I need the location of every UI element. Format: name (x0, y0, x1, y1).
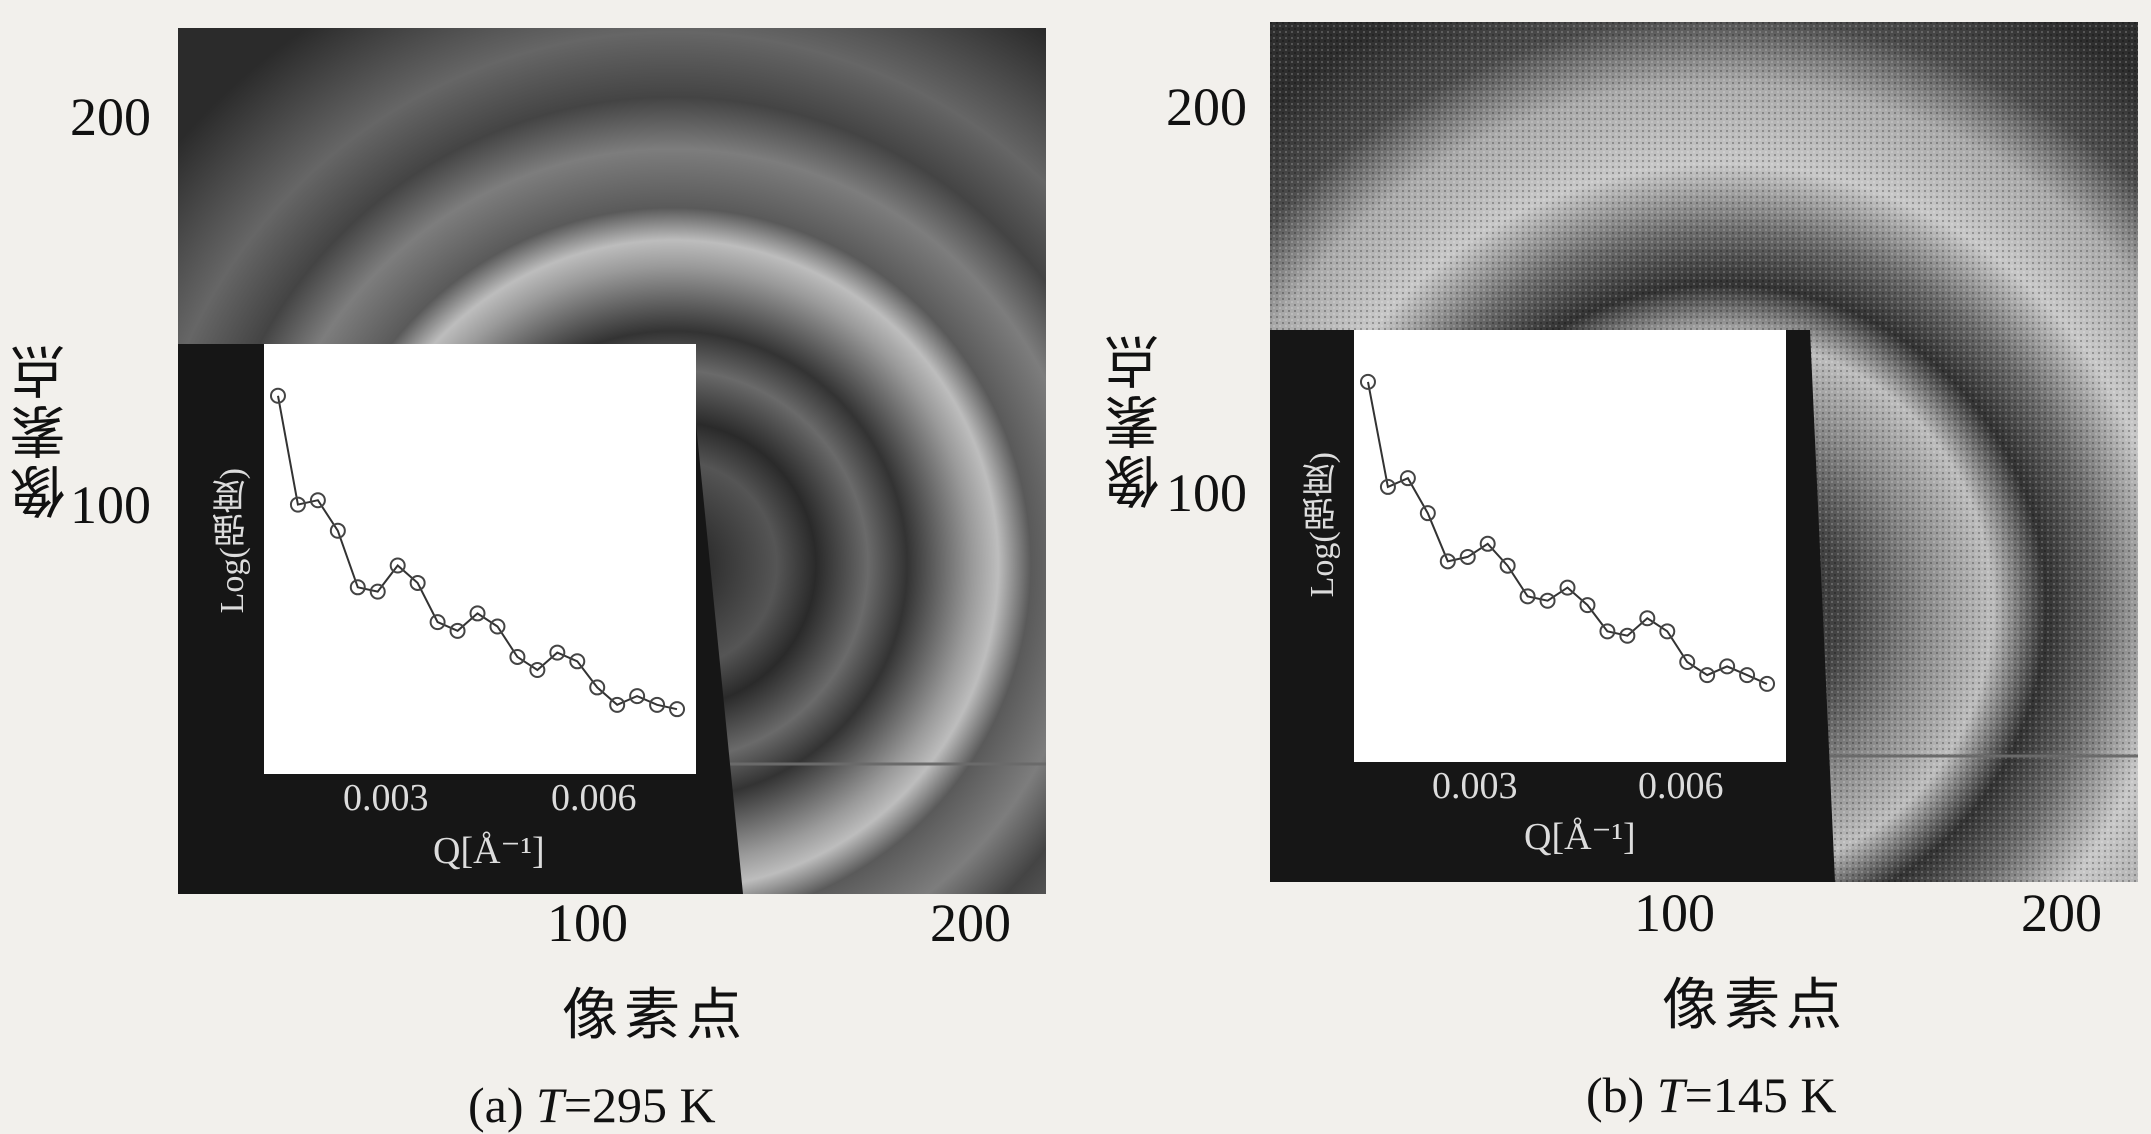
data-point (549, 644, 566, 661)
data-point (1379, 478, 1396, 495)
data-point (1659, 623, 1676, 640)
y-axis-label-a: 像素点 (10, 340, 75, 520)
figure-panel-a: Log(强度) 0.003 0.006 Q[Å⁻¹] 200 100 像素点 1… (0, 0, 1075, 1134)
data-point (1419, 505, 1436, 522)
inset-xtick-0.006-a: 0.006 (551, 777, 637, 819)
data-point (1359, 373, 1376, 390)
data-point (409, 574, 426, 591)
inset-xlabel-b: Q[Å⁻¹] (1524, 816, 1636, 858)
inset-chart-b (1359, 373, 1776, 692)
fit-curve (277, 395, 678, 711)
data-point (529, 662, 546, 678)
detector-image-a: Log(强度) 0.003 0.006 Q[Å⁻¹] (178, 28, 1046, 894)
data-point (569, 653, 586, 670)
data-point (1499, 557, 1516, 574)
data-point (669, 701, 686, 718)
data-point (429, 614, 446, 631)
x-axis-label-a: 像素点 (562, 983, 748, 1048)
inset-chart-a (269, 387, 686, 718)
data-point (1759, 675, 1776, 692)
data-point (1399, 470, 1416, 487)
y-tick-100-a: 100 (70, 475, 151, 535)
y-axis-label-b: 像素点 (1104, 330, 1169, 510)
inset-xtick-0.006-b: 0.006 (1638, 765, 1724, 807)
data-point (449, 622, 466, 639)
data-point (609, 696, 626, 713)
data-point (389, 557, 406, 574)
caption-value-b: =145 K (1684, 1067, 1837, 1123)
caption-prefix-b: (b) (1586, 1067, 1657, 1123)
data-point (1619, 627, 1636, 644)
data-point (1599, 623, 1616, 640)
data-point (489, 618, 506, 635)
data-point (649, 696, 666, 713)
caption-a: (a) T=295 K (468, 1076, 716, 1134)
data-point (269, 387, 286, 404)
caption-b: (b) T=145 K (1586, 1066, 1836, 1124)
data-point (1719, 658, 1736, 675)
inset-plot-b (1354, 330, 1786, 762)
data-point (289, 496, 306, 513)
data-point (509, 648, 526, 665)
data-point (309, 492, 326, 509)
data-point (369, 583, 386, 600)
inset-xtick-0.003-b: 0.003 (1432, 765, 1518, 807)
inset-xtick-0.003-a: 0.003 (343, 777, 429, 819)
data-point (1699, 667, 1716, 684)
data-point (1559, 579, 1576, 596)
data-point (1539, 592, 1556, 609)
caption-var-b: T (1656, 1067, 1685, 1123)
data-point (1519, 588, 1536, 605)
inset-xlabel-a: Q[Å⁻¹] (433, 830, 545, 872)
data-point (1439, 553, 1456, 570)
y-tick-200-a: 200 (70, 87, 151, 147)
x-tick-200-a: 200 (930, 893, 1011, 953)
y-tick-100-b: 100 (1166, 463, 1247, 523)
detector-image-b: Log(强度) 0.003 0.006 Q[Å⁻¹] (1270, 22, 2138, 882)
figure-panel-b: Log(强度) 0.003 0.006 Q[Å⁻¹] 200 100 像素点 1… (1076, 0, 2151, 1134)
data-point (589, 679, 606, 696)
data-point (329, 522, 346, 539)
data-point (469, 605, 486, 622)
caption-prefix-a: (a) (468, 1077, 536, 1133)
x-tick-200-b: 200 (2021, 883, 2102, 943)
data-point (349, 579, 366, 596)
x-tick-100-a: 100 (547, 893, 628, 953)
inset-ylabel-a: Log(强度) (214, 468, 251, 614)
data-point (1639, 610, 1656, 627)
data-point (1739, 667, 1756, 684)
data-point (629, 688, 646, 705)
x-axis-label-b: 像素点 (1662, 973, 1848, 1038)
data-point (1479, 535, 1496, 552)
caption-var-a: T (536, 1077, 564, 1133)
x-tick-100-b: 100 (1634, 883, 1715, 943)
inset-ylabel-b: Log(强度) (1304, 452, 1341, 598)
caption-value-a: =295 K (563, 1077, 716, 1133)
fit-curve (1367, 381, 1768, 685)
data-point (1579, 597, 1596, 614)
data-point (1459, 548, 1476, 565)
inset-plot-a (264, 344, 696, 774)
y-tick-200-b: 200 (1166, 77, 1247, 137)
data-point (1679, 653, 1696, 670)
